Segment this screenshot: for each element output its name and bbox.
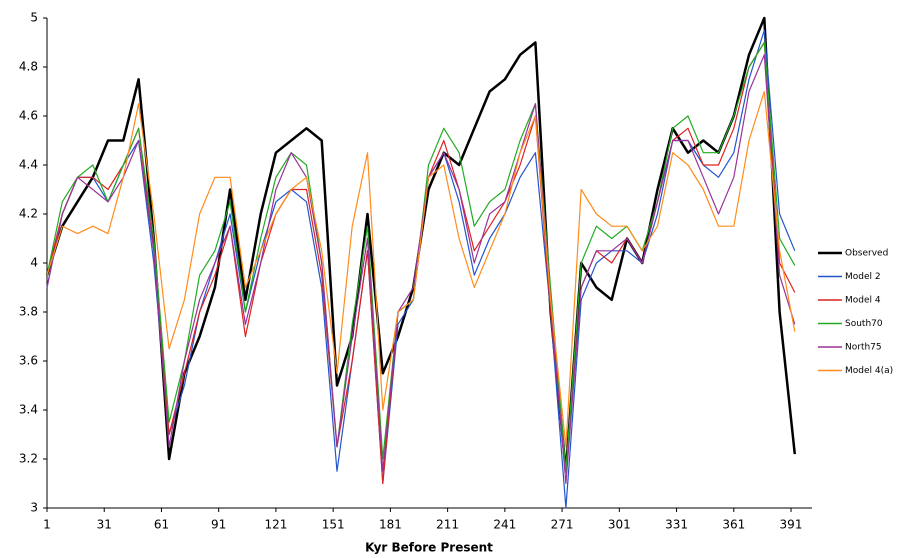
- x-tick-label: 331: [665, 518, 688, 532]
- y-tick-label: 3: [30, 501, 38, 515]
- x-tick-label: 211: [436, 518, 459, 532]
- y-tick-label: 3.6: [19, 354, 38, 368]
- series-line: [46, 90, 796, 448]
- x-tick-label: 91: [211, 518, 226, 532]
- x-tick-label: 121: [264, 518, 287, 532]
- legend-label: South70: [845, 319, 883, 329]
- x-tick-label: 1: [43, 518, 51, 532]
- x-axis-label: Kyr Before Present: [365, 541, 493, 555]
- y-tick-label: 3.4: [19, 403, 38, 417]
- legend-label: Observed: [845, 249, 888, 259]
- x-tick-label: 31: [97, 518, 112, 532]
- legend-label: North75: [845, 343, 882, 353]
- legend-label: Model 4(a): [845, 366, 893, 376]
- x-tick-label: 151: [322, 518, 345, 532]
- legend-label: Model 2: [845, 272, 881, 282]
- y-tick-label: 3.2: [19, 452, 38, 466]
- y-tick-label: 5: [30, 11, 38, 25]
- x-tick-label: 361: [722, 518, 745, 532]
- legend-label: Model 4: [845, 296, 881, 306]
- y-tick-label: 4.6: [19, 109, 38, 123]
- x-tick-label: 61: [154, 518, 169, 532]
- series-line: [45, 16, 797, 473]
- series-line: [46, 29, 796, 509]
- x-tick-label: 181: [379, 518, 402, 532]
- x-tick-label: 301: [608, 518, 631, 532]
- y-tick-label: 4: [30, 256, 38, 270]
- series-line: [46, 54, 796, 485]
- x-tick-label: 241: [493, 518, 516, 532]
- x-tick-label: 271: [551, 518, 574, 532]
- y-tick-label: 3.8: [19, 305, 38, 319]
- y-tick-label: 4.8: [19, 60, 38, 74]
- y-tick-label: 4.2: [19, 207, 38, 221]
- y-tick-label: 4.4: [19, 158, 38, 172]
- x-tick-label: 391: [780, 518, 803, 532]
